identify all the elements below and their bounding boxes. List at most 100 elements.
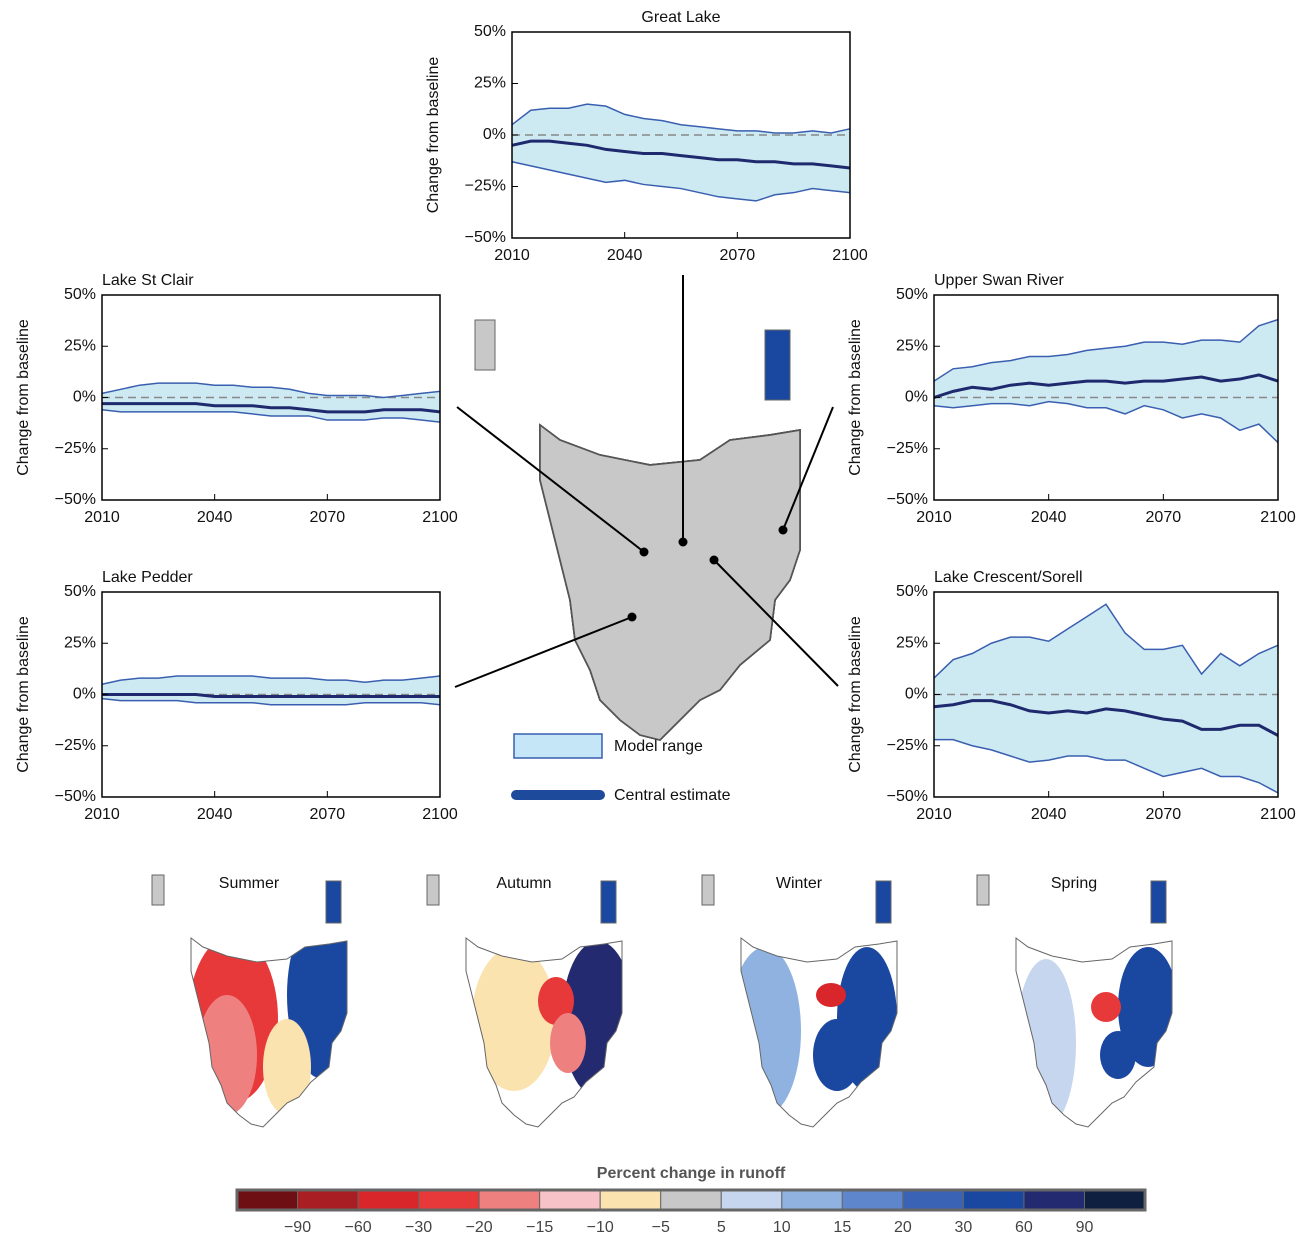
y-tick-label: 0%: [73, 686, 96, 703]
king-island: [426, 874, 440, 906]
x-tick-label: 2040: [1031, 806, 1067, 823]
flinders-island: [1150, 880, 1167, 924]
runoff-area: [1091, 992, 1121, 1022]
y-tick-label: 50%: [896, 286, 928, 303]
colorbar-tick-label: −15: [526, 1219, 553, 1236]
upper-line: [101, 675, 441, 685]
runoff-area: [472, 947, 556, 1091]
coast: [465, 937, 623, 1128]
y-tick-label: −25%: [887, 440, 928, 457]
colorbar-cell: [236, 1189, 299, 1211]
model-range: [934, 604, 1278, 793]
y-axis-label: Change from baseline: [425, 57, 442, 214]
colorbar-cell: [660, 1189, 722, 1211]
map: [151, 874, 348, 1128]
colorbar-tick-label: −10: [587, 1219, 614, 1236]
y-tick-label: 25%: [64, 634, 96, 651]
central-line: [102, 693, 440, 699]
colorbar-tick-label: −30: [405, 1219, 432, 1236]
central-line: [511, 139, 851, 170]
runoff-area: [816, 983, 846, 1007]
y-axis-label: Change from baseline: [15, 319, 32, 476]
map-fill: [741, 947, 897, 1116]
colorbar-cell: [1023, 1189, 1085, 1211]
colorbar-tick-label: 5: [717, 1219, 726, 1236]
x-tick-label: 2070: [720, 247, 756, 264]
colorbar-title: Percent change in runoff: [597, 1165, 786, 1182]
colorbar-cell: [418, 1189, 480, 1211]
x-tick-label: 2100: [1260, 509, 1296, 526]
flinders-island: [325, 880, 342, 924]
colorbar-frame: [235, 1188, 1147, 1212]
y-tick-label: −50%: [465, 229, 506, 246]
colorbar-tick-label: 20: [894, 1219, 912, 1236]
chart-title: Lake Pedder: [102, 569, 193, 586]
lower-line: [511, 161, 851, 202]
king-island: [976, 874, 990, 906]
colorbar-cell: [781, 1189, 843, 1211]
central-line: [933, 373, 1279, 399]
y-tick-label: 25%: [474, 75, 506, 92]
colorbar-cell: [478, 1189, 541, 1211]
king-island: [151, 874, 165, 906]
connector: [782, 406, 834, 531]
coast: [740, 937, 898, 1128]
site-dot: [678, 537, 688, 547]
x-tick-label: 2010: [84, 806, 120, 823]
y-tick-label: 50%: [64, 286, 96, 303]
colorbar-cell: [297, 1189, 359, 1211]
y-tick-label: 50%: [896, 583, 928, 600]
x-tick-label: 2100: [832, 247, 868, 264]
flinders-island: [875, 880, 892, 924]
y-axis-label: Change from baseline: [15, 616, 32, 773]
lower-line: [933, 400, 1279, 444]
runoff-area: [741, 947, 802, 1116]
runoff-area: [197, 995, 258, 1115]
colorbar-cell: [539, 1189, 601, 1211]
colorbar-cell: [841, 1189, 904, 1211]
season-label: Winter: [776, 875, 823, 892]
colorbar-tick-label: −5: [652, 1219, 670, 1236]
y-tick-label: −50%: [55, 491, 96, 508]
map: [701, 874, 898, 1128]
x-tick-label: 2010: [916, 806, 952, 823]
y-axis-label: Change from baseline: [847, 319, 864, 476]
x-tick-label: 2040: [197, 806, 233, 823]
runoff-area: [1016, 959, 1077, 1128]
chart-title: Lake Crescent/Sorell: [934, 569, 1083, 586]
flinders-island: [600, 880, 617, 924]
colorbar-cell: [902, 1189, 964, 1211]
y-axis-label: Change from baseline: [847, 616, 864, 773]
x-tick-label: 2070: [310, 806, 346, 823]
chart-title: Upper Swan River: [934, 272, 1065, 289]
map-fill: [1016, 947, 1173, 1128]
y-tick-label: 0%: [73, 389, 96, 406]
y-tick-label: 50%: [64, 583, 96, 600]
y-tick-label: 25%: [896, 337, 928, 354]
runoff-area: [1100, 1031, 1136, 1079]
x-tick-label: 2040: [1031, 509, 1067, 526]
flinders-island: [764, 329, 791, 401]
king-island: [474, 319, 496, 371]
colorbar-cell: [599, 1189, 662, 1211]
lower-line: [934, 738, 1279, 794]
x-tick-label: 2070: [310, 509, 346, 526]
y-tick-label: 25%: [64, 337, 96, 354]
x-tick-label: 2100: [1260, 806, 1296, 823]
x-tick-label: 2010: [494, 247, 530, 264]
central-line: [102, 402, 441, 414]
x-tick-label: 2100: [422, 806, 458, 823]
map-fill: [191, 938, 348, 1115]
coast: [190, 937, 348, 1128]
x-tick-label: 2070: [1146, 509, 1182, 526]
runoff-area: [538, 977, 574, 1025]
colorbar-cell: [357, 1189, 420, 1211]
upper-line: [933, 603, 1279, 679]
x-tick-label: 2010: [84, 509, 120, 526]
coast: [1015, 937, 1173, 1128]
y-tick-label: 0%: [483, 126, 506, 143]
colorbar-tick-label: −60: [344, 1219, 371, 1236]
model-range: [512, 104, 850, 201]
colorbar-tick-label: −90: [284, 1219, 311, 1236]
chart-title: Lake St Clair: [102, 272, 194, 289]
